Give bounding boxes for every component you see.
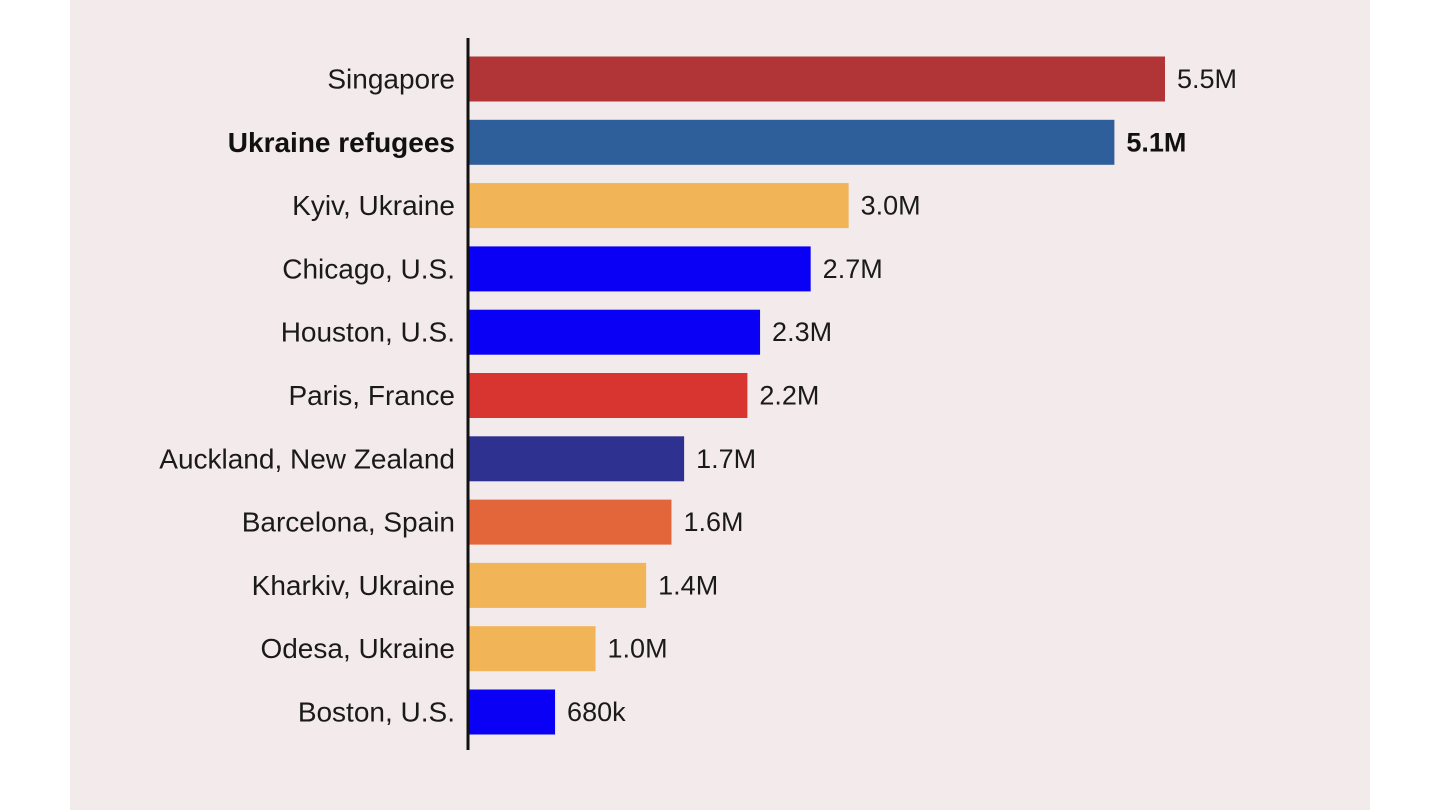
bar-10	[469, 689, 556, 735]
value-label: 1.0M	[608, 634, 668, 664]
value-label: 1.6M	[683, 507, 743, 537]
value-label: 5.5M	[1177, 64, 1237, 94]
bar-5	[469, 373, 748, 418]
bar-6	[469, 436, 685, 482]
category-label: Auckland, New Zealand	[159, 443, 455, 474]
value-label: 1.4M	[658, 570, 718, 600]
bar-2	[469, 183, 849, 229]
value-label: 3.0M	[861, 191, 921, 221]
category-label: Boston, U.S.	[298, 697, 455, 728]
category-label: Houston, U.S.	[281, 317, 455, 348]
category-label: Paris, France	[289, 380, 456, 411]
category-label: Odesa, Ukraine	[260, 633, 455, 664]
category-label: Kharkiv, Ukraine	[252, 570, 455, 601]
value-label: 2.7M	[823, 254, 883, 284]
bar-4	[469, 309, 761, 355]
value-label: 680k	[567, 697, 626, 727]
value-label: 2.2M	[759, 381, 819, 411]
bar-9	[469, 626, 596, 672]
value-label: 1.7M	[696, 444, 756, 474]
category-label: Ukraine refugees	[228, 127, 455, 158]
category-label: Barcelona, Spain	[242, 507, 455, 538]
bar-0	[469, 56, 1165, 102]
category-label: Kyiv, Ukraine	[292, 190, 455, 221]
value-label: 5.1M	[1126, 127, 1186, 157]
bar-3	[469, 246, 811, 292]
bar-8	[469, 562, 647, 608]
value-label: 2.3M	[772, 317, 832, 347]
category-label: Singapore	[327, 64, 455, 95]
bar-7	[469, 499, 672, 545]
bar-1	[469, 119, 1115, 165]
category-label: Chicago, U.S.	[282, 253, 455, 284]
